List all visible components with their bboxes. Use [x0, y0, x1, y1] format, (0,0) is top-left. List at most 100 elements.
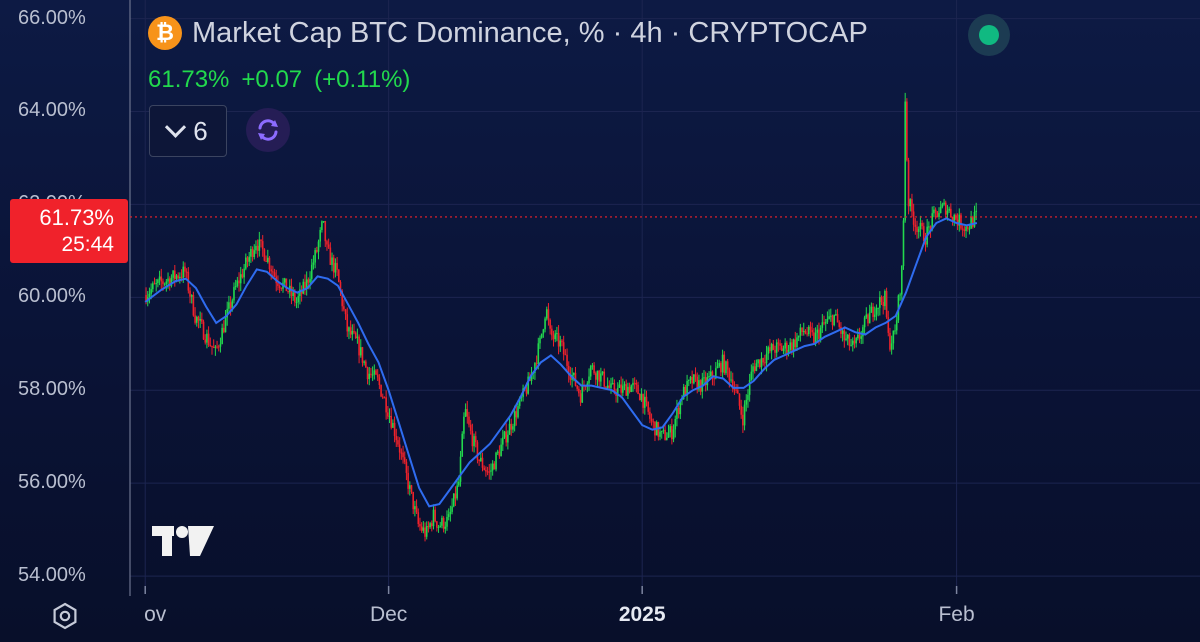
candle-body [430, 523, 433, 527]
candle-body [693, 374, 695, 384]
candle-body [219, 344, 222, 347]
candle-body [605, 386, 607, 389]
candle-body [476, 442, 479, 460]
candle-body [233, 287, 235, 301]
candle-body [344, 309, 347, 315]
candle-body [901, 265, 903, 295]
candle-body [882, 302, 885, 307]
candle-body [316, 250, 318, 252]
settings-icon[interactable] [50, 601, 80, 636]
candle-body [835, 314, 837, 316]
price-summary: 61.73% +0.07 (+0.11%) [148, 66, 410, 94]
candle-body [223, 327, 225, 333]
tradingview-logo-icon[interactable] [150, 524, 216, 563]
chart-header: ₿ Market Cap BTC Dominance, % · 4h · CRY… [148, 16, 868, 50]
candle-body [265, 260, 267, 262]
candle-body [573, 372, 575, 375]
candle-body [899, 294, 901, 296]
candle-body [735, 389, 737, 391]
candle-body [172, 270, 174, 278]
candle-body [591, 365, 594, 367]
candle-body [518, 397, 521, 406]
candle-body [535, 363, 538, 365]
candle-body [816, 329, 819, 333]
candle-body [517, 405, 519, 418]
candle-body [221, 327, 223, 345]
candle-body [804, 330, 807, 334]
candle-body [194, 315, 196, 323]
candle-body [623, 384, 626, 386]
market-status-icon[interactable] [968, 14, 1010, 56]
candle-body [419, 524, 421, 527]
candle-body [738, 393, 741, 406]
refresh-icon[interactable] [246, 108, 290, 152]
chart-title[interactable]: Market Cap BTC Dominance, % · 4h · CRYPT… [192, 16, 868, 49]
candles [145, 92, 977, 542]
candle-body [449, 511, 452, 515]
candle-body [948, 208, 950, 211]
candle-body [163, 283, 166, 285]
candle-body [594, 373, 597, 380]
candle-body [887, 317, 890, 333]
candle-body [833, 314, 835, 326]
candle-body [787, 349, 790, 353]
candle-body [600, 373, 602, 382]
candle-body [397, 440, 399, 445]
candle-body [687, 380, 690, 382]
candle-body [459, 456, 462, 482]
candle-body [557, 333, 560, 347]
candle-body [444, 526, 447, 529]
candle-body [951, 216, 954, 221]
candle-body [261, 241, 264, 250]
candle-body [336, 262, 338, 270]
candle-body [826, 318, 829, 323]
candle-body [446, 516, 448, 527]
candle-body [660, 430, 663, 432]
candle-body [398, 444, 401, 453]
candle-body [153, 283, 156, 285]
candle-body [356, 336, 359, 338]
indicators-toggle-button[interactable]: 6 [149, 105, 227, 157]
candle-body [148, 293, 151, 298]
candle-body [507, 434, 509, 443]
candle-body [750, 371, 753, 381]
candle-body [348, 327, 350, 332]
candle-body [422, 527, 425, 531]
candle-body [755, 363, 758, 371]
candle-body [539, 337, 541, 344]
candle-body [792, 339, 795, 351]
candle-body [414, 506, 416, 510]
bitcoin-icon[interactable]: ₿ [148, 16, 182, 50]
candle-body [562, 342, 565, 355]
candle-body [295, 301, 298, 303]
y-tick-label: 60.00% [18, 285, 86, 308]
candle-body [564, 354, 567, 356]
price-change-percent: (+0.11%) [314, 66, 411, 93]
candle-body [441, 517, 443, 526]
candle-body [376, 374, 379, 378]
candle-body [747, 394, 749, 400]
candle-body [873, 314, 876, 317]
candle-body [608, 385, 611, 388]
candle-body [177, 275, 179, 279]
candle-body [530, 373, 533, 382]
candle-body [471, 430, 474, 447]
candle-body [870, 306, 873, 313]
candle-body [292, 292, 294, 297]
candle-body [786, 342, 788, 353]
candle-body [228, 302, 230, 309]
candle-body [674, 418, 677, 430]
x-tick-label: Dec [369, 603, 408, 626]
candle-body [189, 290, 191, 297]
candle-body [307, 279, 310, 283]
candle-body [461, 433, 464, 457]
x-tick-label: ov [144, 603, 167, 626]
candle-body [831, 315, 834, 326]
candle-body [167, 278, 169, 282]
candle-body [420, 526, 423, 531]
candle-body [214, 346, 217, 348]
candle-body [662, 429, 665, 431]
candle-body [644, 396, 646, 408]
candle-body [924, 241, 927, 245]
